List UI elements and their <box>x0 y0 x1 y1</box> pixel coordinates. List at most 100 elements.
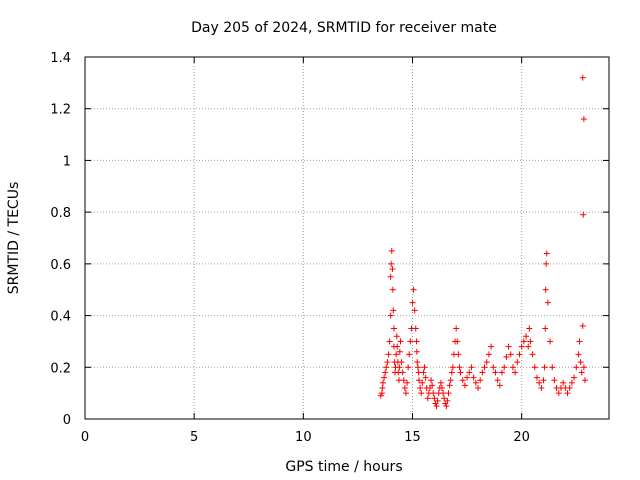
y-tick-label: 0.6 <box>50 258 71 273</box>
data-point <box>384 359 391 366</box>
data-point <box>576 338 583 345</box>
data-point <box>438 384 445 391</box>
data-point <box>402 390 409 397</box>
data-point <box>461 382 468 389</box>
data-point <box>394 343 401 350</box>
data-point <box>455 351 462 358</box>
data-point <box>481 364 488 371</box>
data-point <box>398 359 405 366</box>
data-point <box>387 312 394 319</box>
data-points <box>377 74 588 410</box>
data-point <box>579 322 586 329</box>
data-point <box>414 359 421 366</box>
data-point <box>459 377 466 384</box>
data-point <box>419 379 426 386</box>
data-point <box>385 351 392 358</box>
data-point <box>447 377 454 384</box>
data-point <box>421 364 428 371</box>
data-point <box>575 351 582 358</box>
data-point <box>410 286 417 293</box>
data-point <box>440 390 447 397</box>
data-point <box>547 338 554 345</box>
data-point <box>472 379 479 386</box>
data-point <box>387 273 394 280</box>
data-point <box>405 364 412 371</box>
data-point <box>412 325 419 332</box>
grid <box>85 57 609 419</box>
data-point <box>468 364 475 371</box>
data-point <box>446 382 453 389</box>
data-point <box>390 307 397 314</box>
data-point <box>496 382 503 389</box>
data-point <box>516 351 523 358</box>
data-point <box>566 384 573 391</box>
data-point <box>479 369 486 376</box>
data-point <box>518 343 525 350</box>
data-point <box>441 395 448 402</box>
data-point <box>483 359 490 366</box>
data-point <box>531 364 538 371</box>
data-point <box>404 379 411 386</box>
data-point <box>526 325 533 332</box>
data-point <box>549 364 556 371</box>
data-point <box>564 390 571 397</box>
data-point <box>449 364 456 371</box>
data-point <box>542 325 549 332</box>
data-point <box>420 369 427 376</box>
data-point <box>507 351 514 358</box>
data-point <box>580 116 587 123</box>
data-point <box>492 369 499 376</box>
data-point <box>407 338 414 345</box>
data-point <box>525 343 532 350</box>
data-point <box>396 364 403 371</box>
data-point <box>389 286 396 293</box>
data-point <box>551 377 558 384</box>
data-point <box>409 299 416 306</box>
data-point <box>417 384 424 391</box>
data-point <box>466 369 473 376</box>
data-point <box>430 390 437 397</box>
data-point <box>544 299 551 306</box>
data-point <box>568 379 575 386</box>
x-tick-label: 5 <box>190 430 198 445</box>
data-point <box>505 343 512 350</box>
data-point <box>533 374 540 381</box>
data-point <box>573 364 580 371</box>
data-point <box>388 247 395 254</box>
data-point <box>540 377 547 384</box>
data-point <box>416 377 423 384</box>
data-point <box>543 260 550 267</box>
x-tick-label: 20 <box>513 430 530 445</box>
data-point <box>490 364 497 371</box>
data-point <box>580 364 587 371</box>
data-point <box>418 390 425 397</box>
data-point <box>413 348 420 355</box>
data-point <box>577 359 584 366</box>
data-point <box>529 351 536 358</box>
data-point <box>380 379 387 386</box>
data-point <box>509 364 516 371</box>
data-point <box>381 374 388 381</box>
data-point <box>429 382 436 389</box>
data-point <box>400 377 407 384</box>
y-axis-label: SRMTID / TECUs <box>6 182 22 295</box>
data-point <box>538 384 545 391</box>
data-point <box>390 325 397 332</box>
data-point <box>501 364 508 371</box>
data-point <box>377 392 384 399</box>
y-tick-label: 0.4 <box>50 310 71 325</box>
data-point <box>389 266 396 273</box>
data-point <box>477 377 484 384</box>
y-tick-label: 1 <box>63 154 71 169</box>
data-point <box>448 369 455 376</box>
data-point <box>414 364 421 371</box>
data-point <box>457 369 464 376</box>
data-point <box>444 397 451 404</box>
data-point <box>431 395 438 402</box>
x-tick-label: 10 <box>295 430 312 445</box>
data-point <box>464 374 471 381</box>
y-tick-label: 0.2 <box>50 361 71 376</box>
data-point <box>401 384 408 391</box>
